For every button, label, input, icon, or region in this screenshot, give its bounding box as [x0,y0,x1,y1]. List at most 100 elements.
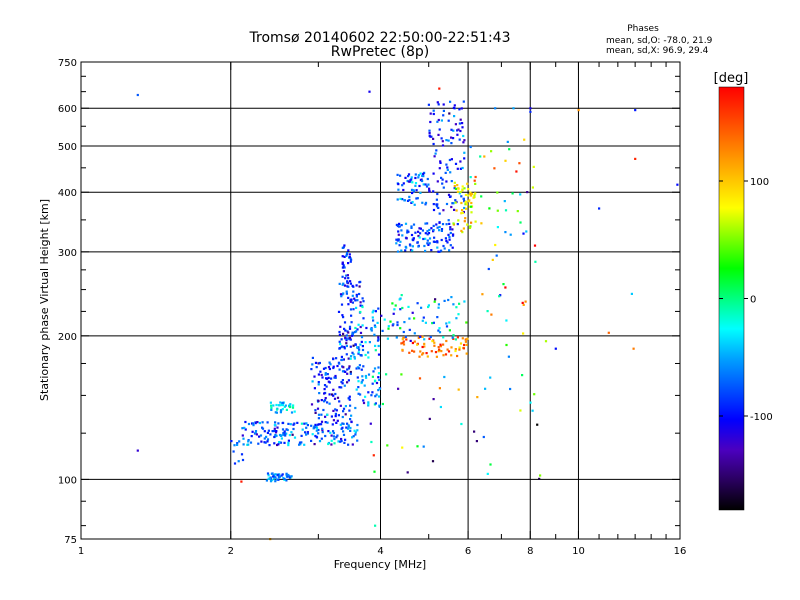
data-point [504,209,508,212]
data-point [287,439,290,442]
data-point [339,423,342,426]
data-point [519,221,522,224]
data-point [275,430,278,433]
data-point [437,118,440,122]
data-point [504,286,507,289]
data-point [400,342,403,345]
data-point [348,409,351,412]
data-point [498,295,501,298]
data-point [281,401,285,404]
data-point [432,142,435,146]
data-point [632,347,635,350]
data-point [424,237,427,240]
data-point [438,327,441,330]
data-point [311,433,314,436]
data-point [461,126,464,129]
data-point [296,421,299,424]
data-point [452,106,455,109]
data-point [347,331,350,334]
data-point [288,434,291,437]
data-point [277,404,280,407]
data-point [288,475,291,478]
data-point [270,408,273,411]
data-point [519,193,522,196]
data-point [369,328,373,331]
data-point [432,229,435,232]
data-point [259,434,263,437]
data-point [338,362,341,365]
data-point [518,162,521,165]
data-point [394,304,397,307]
data-point [460,195,463,198]
data-point [338,330,341,334]
data-point [424,203,427,206]
data-point [442,336,445,339]
data-point [486,310,489,313]
data-point [335,421,338,424]
data-point [338,368,341,371]
data-point [432,240,435,243]
data-point [409,248,413,252]
data-point [345,334,348,337]
data-point [410,188,414,191]
data-point [334,415,337,418]
data-point [330,443,333,446]
data-point [341,426,344,429]
data-point [281,403,284,407]
data-point [305,426,308,429]
data-point [393,308,396,311]
data-point [371,375,374,378]
data-point [529,401,532,404]
data-point [445,339,448,343]
data-point [321,428,324,432]
data-point [352,344,355,347]
data-point [340,355,343,358]
data-point [358,285,361,288]
data-point [341,415,344,419]
data-point [464,193,467,196]
data-point [430,350,433,353]
data-point [418,227,421,230]
data-point [400,229,403,232]
data-point [456,190,459,193]
data-point [328,402,331,405]
data-point [387,327,390,330]
data-point [273,427,276,430]
colorbar [718,86,745,511]
data-point [427,305,430,309]
data-point [418,377,422,380]
data-point [534,260,537,263]
data-point [362,317,365,320]
data-point [470,205,473,208]
data-point [348,336,352,339]
data-point [320,399,323,402]
data-point [414,173,417,176]
data-point [349,355,353,358]
data-point [504,231,507,234]
data-point [521,301,524,304]
data-point [460,229,463,232]
data-point [328,381,331,384]
data-point [329,431,332,434]
data-point [450,296,453,299]
data-point [426,233,429,236]
data-point [386,444,389,447]
data-point [273,435,276,439]
data-point [355,284,358,287]
data-point [466,337,469,340]
data-point [440,249,443,252]
data-point [437,350,440,353]
data-point [435,203,438,206]
data-point [507,355,510,358]
data-point [374,310,377,313]
data-point [460,212,463,215]
data-point [263,437,266,440]
data-point [247,422,251,426]
data-point [438,348,441,351]
data-point [265,435,268,438]
data-point [359,304,362,307]
data-point [377,366,380,369]
data-point [347,379,350,382]
data-point [338,347,341,350]
data-point [461,231,464,234]
